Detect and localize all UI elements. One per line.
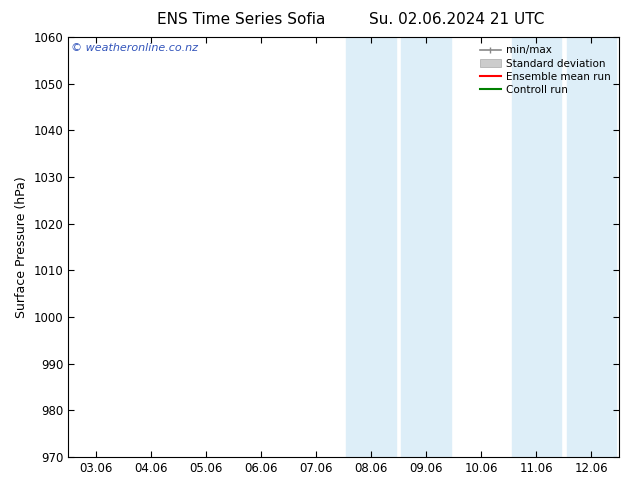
Bar (401, 37, 451, 457)
Legend: min/max, Standard deviation, Ensemble mean run, Controll run: min/max, Standard deviation, Ensemble me… (477, 42, 614, 98)
Text: ENS Time Series Sofia: ENS Time Series Sofia (157, 12, 325, 27)
Text: © weatheronline.co.nz: © weatheronline.co.nz (71, 44, 198, 53)
Bar (346, 37, 396, 457)
Text: Su. 02.06.2024 21 UTC: Su. 02.06.2024 21 UTC (369, 12, 544, 27)
Bar (512, 37, 561, 457)
Bar (567, 37, 616, 457)
Y-axis label: Surface Pressure (hPa): Surface Pressure (hPa) (15, 176, 28, 318)
